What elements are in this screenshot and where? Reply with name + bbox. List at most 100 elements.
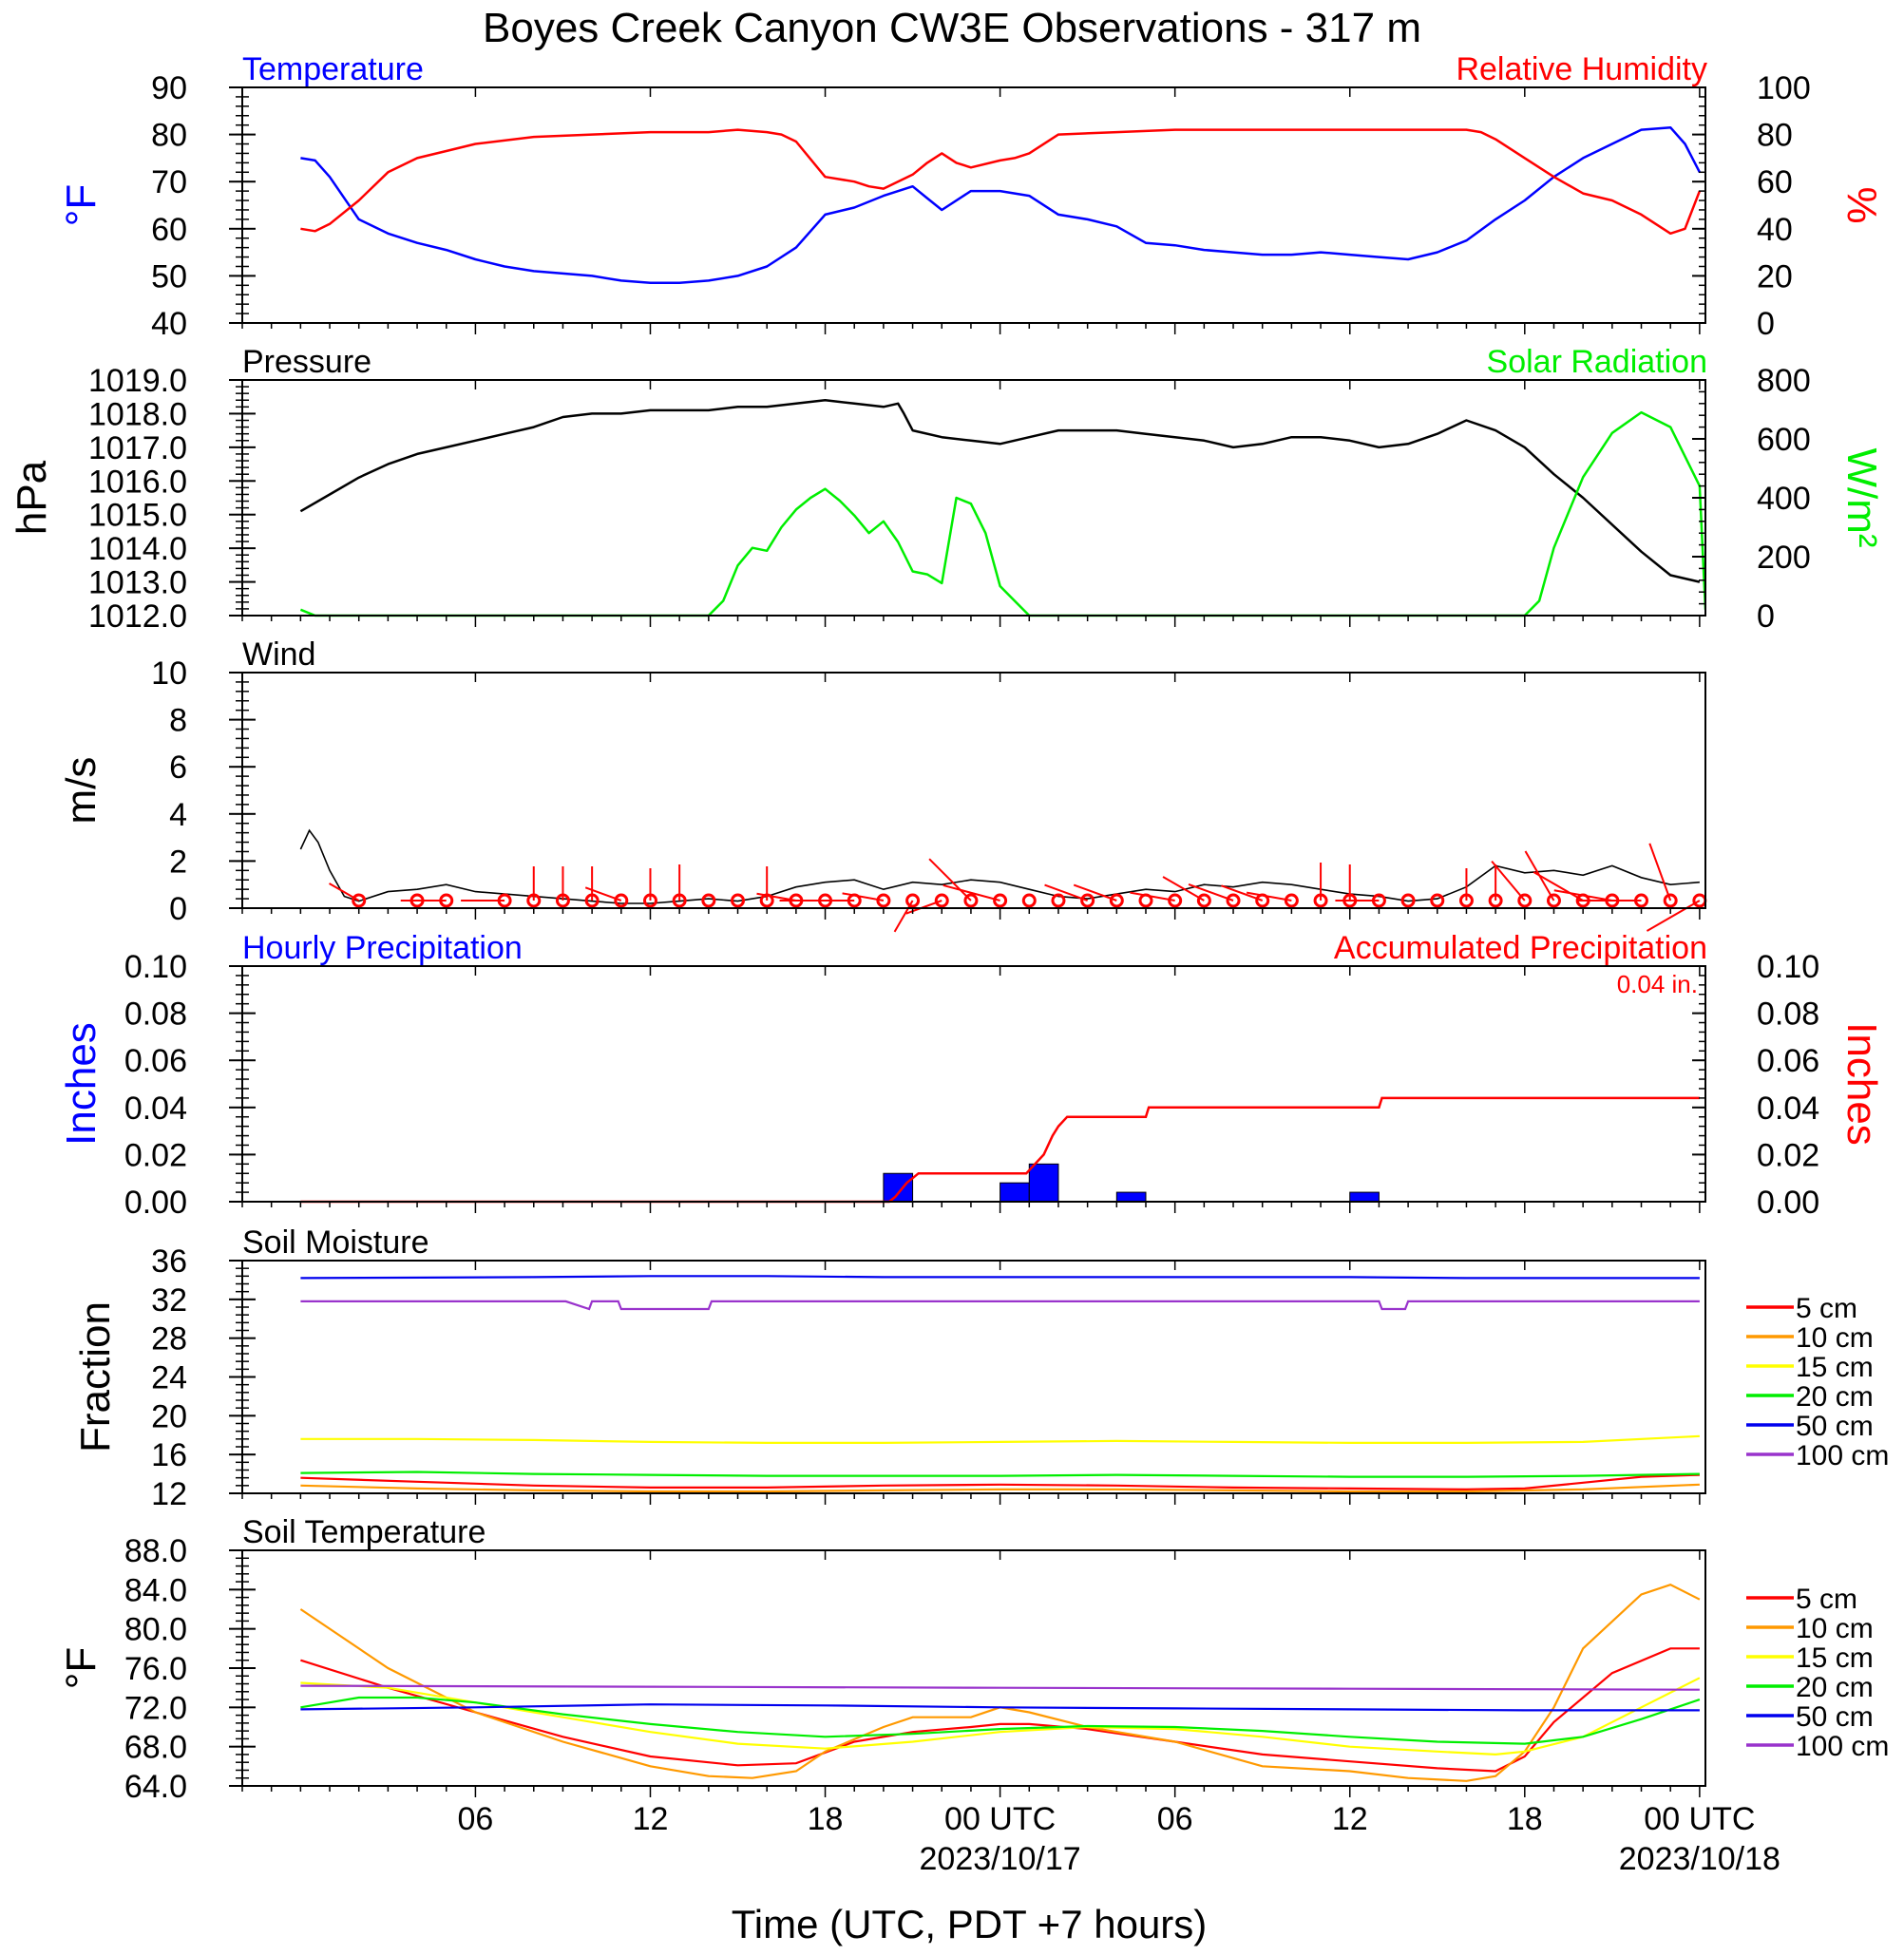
panel-soil-temperature: Soil Temperature 64.068.0 72.076.080.0 84.0…: [58, 1514, 1889, 1805]
wind-barb-station: [934, 893, 949, 908]
legend-label: 15 cm: [1796, 1642, 1874, 1674]
panel-temp-rh: Temperature Relative Humidity 40 50 60 70 80 90…: [58, 51, 1885, 342]
depth-line-50cm: [300, 1703, 1700, 1712]
y-axis-label-left: °F: [58, 1647, 105, 1689]
y-tick-label: 84.0: [124, 1572, 187, 1608]
wind-barb-calm: [1051, 893, 1066, 908]
legend-label: 15 cm: [1796, 1352, 1874, 1383]
legend-label: 5 cm: [1796, 1584, 1857, 1615]
y-tick-label: 24: [151, 1360, 187, 1396]
wind-barb-staff: [1130, 891, 1175, 902]
wind-barb-station: [963, 893, 979, 908]
y-tick-label: 20: [1757, 258, 1793, 294]
y-axis-label-left: hPa: [9, 460, 55, 535]
y-axis-label-left: m/s: [58, 757, 105, 825]
depth-line-5cm: [300, 1647, 1700, 1773]
depth-line-100cm: [300, 1300, 1700, 1311]
depth-line-15cm: [300, 1434, 1700, 1444]
panel-title-left: Hourly Precipitation: [242, 930, 523, 966]
plot-area: [300, 125, 1702, 285]
plot-frame: [241, 379, 1706, 617]
wind-barb-station: [1663, 893, 1678, 908]
y-tick-label: 76.0: [124, 1651, 187, 1687]
accumulated-precip-line: [300, 1096, 1700, 1204]
y-axis-label-left: °F: [58, 184, 105, 226]
wind-barb-staff: [1246, 891, 1292, 902]
y-tick-label: 88.0: [124, 1533, 187, 1569]
panel-title-right: Accumulated Precipitation: [1334, 930, 1707, 966]
y-tick-label: 10: [151, 655, 187, 692]
wind-barb-station: [614, 893, 629, 908]
wind-barb-calm: [1021, 893, 1037, 908]
legend-label: 10 cm: [1796, 1322, 1874, 1354]
wind-barb-staff: [329, 883, 360, 902]
wind-barb-staff: [1491, 860, 1526, 902]
y-tick-label: 1016.0: [88, 464, 187, 500]
y-tick-label: 1012.0: [88, 598, 187, 635]
depth-line-5cm: [300, 1473, 1700, 1491]
y-tick-label: 0.08: [1757, 996, 1819, 1033]
wind-barb-calm: [731, 893, 746, 908]
y-tick-label: 68.0: [124, 1730, 187, 1766]
y-tick-label: 0.06: [124, 1043, 187, 1079]
y-tick-label: 64.0: [124, 1769, 187, 1805]
panel-title-left: Wind: [242, 636, 315, 673]
wind-barb-staff: [1553, 889, 1613, 902]
y-tick-label: 12: [151, 1476, 187, 1512]
wind-barb-station: [993, 893, 1008, 908]
y-tick-label: 2: [169, 844, 187, 880]
wind-barb-station: [1284, 893, 1299, 908]
x-tick-label: 12: [633, 1801, 669, 1837]
legend-label: 50 cm: [1796, 1701, 1874, 1733]
x-tick-label: 18: [1507, 1801, 1543, 1837]
panel-precip: Hourly Precipitation Accumulated Precipit…: [58, 930, 1885, 1221]
wind-barb-station: [905, 893, 921, 908]
y-tick-label: 600: [1757, 422, 1811, 458]
hourly-precip-bar: [1349, 1191, 1380, 1203]
y-tick-label: 28: [151, 1321, 187, 1357]
wind-barb-staff: [756, 892, 797, 902]
legend-label: 5 cm: [1796, 1293, 1857, 1324]
wind-barb-staff: [1162, 876, 1205, 902]
depth-line-10cm: [300, 1483, 1700, 1493]
y-tick-label: 70: [151, 164, 187, 200]
wind-barb-station: [1517, 893, 1533, 908]
panel-title-left: Pressure: [242, 344, 371, 380]
y-axis-label-right: W/m²: [1838, 447, 1885, 547]
panel-title-right: Relative Humidity: [1456, 51, 1707, 87]
plot-area: [299, 1584, 1701, 1782]
y-tick-label: 1013.0: [88, 565, 187, 601]
hourly-precip-bar: [1028, 1163, 1059, 1203]
y-tick-label: 36: [151, 1243, 187, 1280]
y-tick-label: 0: [1757, 306, 1775, 342]
y-tick-label: 100: [1757, 70, 1811, 106]
wind-barb-staff: [942, 883, 1000, 902]
y-tick-label: 0.00: [124, 1185, 187, 1221]
wind-barb-station: [1546, 893, 1561, 908]
y-tick-label: 50: [151, 258, 187, 294]
x-tick-label: 12: [1332, 1801, 1368, 1837]
y-tick-label: 0.00: [1757, 1185, 1819, 1221]
y-tick-label: 80: [151, 118, 187, 154]
depth-line-20cm: [300, 1696, 1701, 1745]
y-tick-label: 0: [169, 891, 187, 927]
pressure-line: [299, 399, 1701, 583]
wind-speed-line: [299, 828, 1700, 904]
y-tick-label: 0.02: [1757, 1137, 1819, 1173]
wind-barb-station: [1109, 893, 1124, 908]
x-axis-label: Time (UTC, PDT +7 hours): [732, 1902, 1208, 1946]
x-tick-label: 00 UTC: [944, 1801, 1056, 1837]
legend-label: 20 cm: [1796, 1672, 1874, 1703]
y-axis-label-left: Inches: [58, 1022, 105, 1146]
wind-barb-staff: [928, 858, 972, 902]
plot-frame: [241, 1549, 1706, 1787]
date-label: 2023/10/17: [920, 1841, 1081, 1877]
plot-area: [300, 1096, 1700, 1204]
wind-barb-calm: [1400, 893, 1416, 908]
time-axis: 06 12 18 00 UTC 06 12 18 00 UTC 2023/10/17 2023/1…: [458, 1801, 1780, 1877]
legend-label: 20 cm: [1796, 1381, 1874, 1413]
y-tick-label: 800: [1757, 363, 1811, 399]
plot-frame: [241, 672, 1706, 909]
